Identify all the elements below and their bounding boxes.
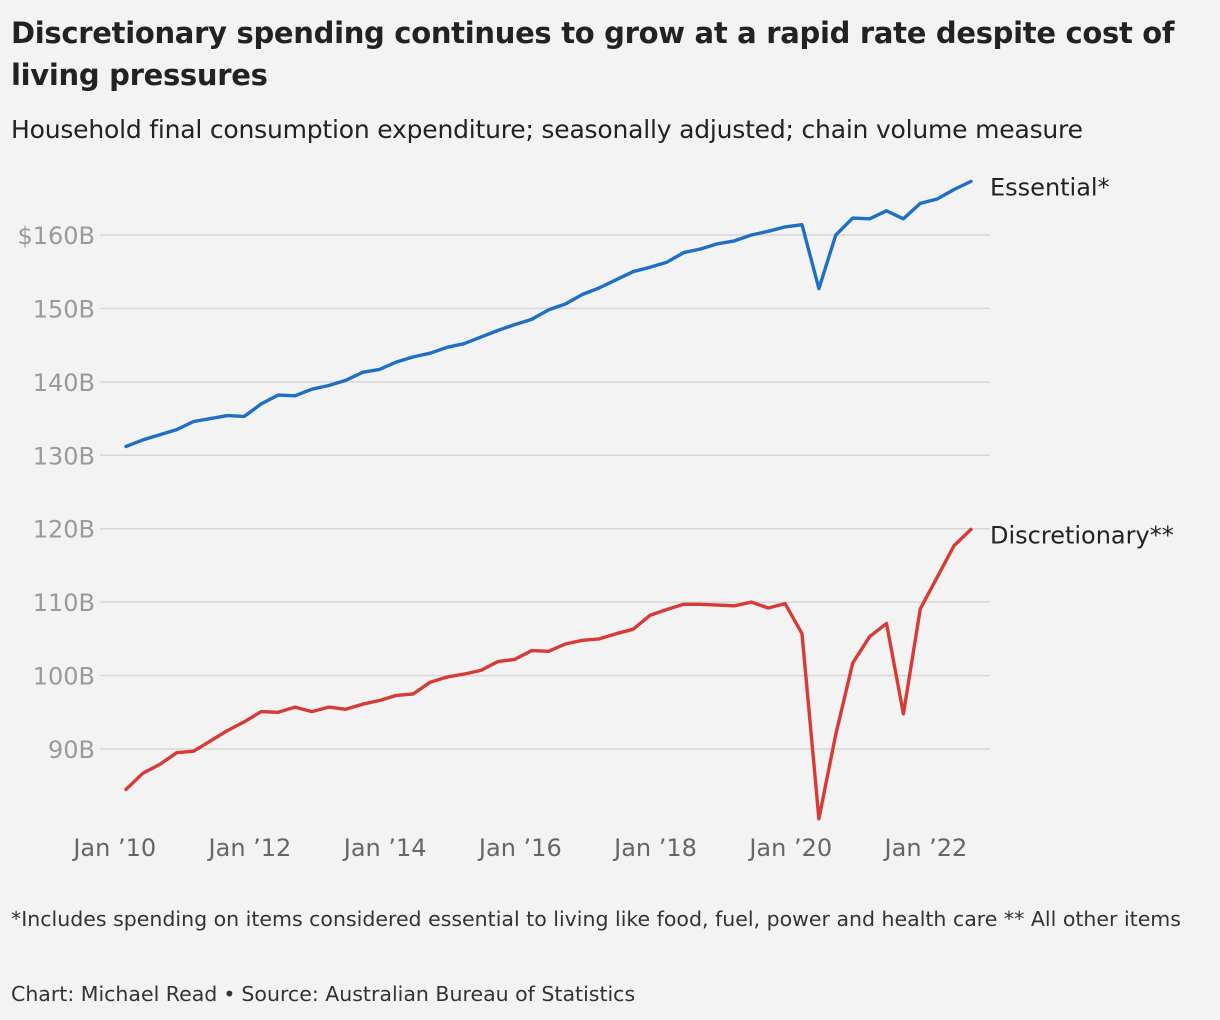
footnote: *Includes spending on items considered e…: [11, 907, 1181, 931]
essential-series-label: Essential*: [990, 173, 1110, 201]
x-tick-label: Jan ’22: [883, 834, 968, 862]
series-labels: Essential* Discretionary**: [990, 173, 1174, 549]
y-axis-ticks: $160B 150B 140B 130B 120B 110B 100B 90B: [17, 222, 95, 764]
series-lines: [124, 179, 973, 821]
x-tick-label: Jan ’16: [477, 834, 562, 862]
essential-series-line: [124, 179, 973, 449]
y-tick-label: 90B: [48, 736, 95, 764]
x-tick-label: Jan ’20: [747, 834, 832, 862]
y-tick-label: 150B: [33, 295, 95, 323]
x-tick-label: Jan ’10: [71, 834, 156, 862]
credit-line: Chart: Michael Read • Source: Australian B…: [11, 978, 1201, 1010]
discretionary-series-line: [124, 527, 973, 821]
credit-separator: •: [223, 982, 236, 1006]
line-chart: $160B 150B 140B 130B 120B 110B 100B 90B Jan ’10…: [17, 173, 1174, 862]
x-axis-ticks: Jan ’10 Jan ’12 Jan ’14 Jan ’16 Jan ’18 Jan ’…: [71, 834, 967, 862]
y-tick-label: 100B: [33, 663, 95, 691]
y-tick-label: 130B: [33, 442, 95, 470]
gridlines: [100, 234, 990, 750]
chart-author: Chart: Michael Read: [11, 982, 218, 1006]
discretionary-series-label: Discretionary**: [990, 521, 1174, 549]
chart-source: Source: Australian Bureau of Statistics: [241, 982, 636, 1006]
chart-subtitle: Household final consumption expenditure;…: [11, 115, 1083, 144]
y-tick-label: 110B: [33, 589, 95, 617]
y-tick-label: 120B: [33, 516, 95, 544]
x-tick-label: Jan ’18: [612, 834, 697, 862]
x-tick-label: Jan ’12: [207, 834, 292, 862]
y-tick-label: 140B: [33, 369, 95, 397]
chart-title: Discretionary spending continues to grow…: [11, 16, 1175, 92]
y-tick-label: $160B: [17, 222, 95, 250]
x-tick-label: Jan ’14: [342, 834, 427, 862]
